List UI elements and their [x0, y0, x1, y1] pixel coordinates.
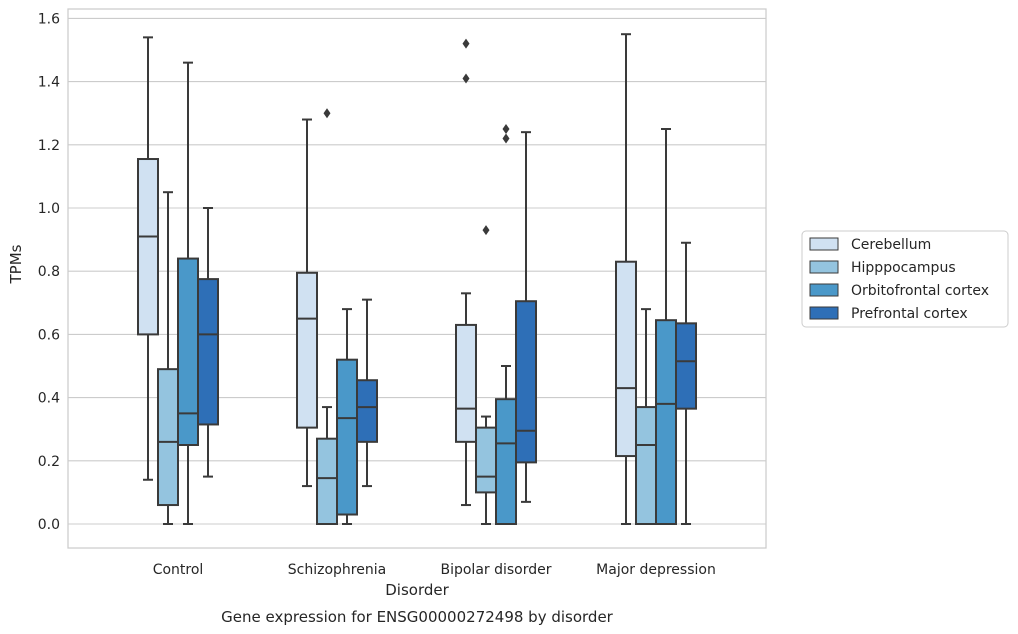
y-tick-label: 1.0 [38, 201, 60, 217]
y-tick-label: 0.6 [38, 327, 60, 343]
legend-label: Orbitofrontal cortex [851, 283, 989, 299]
box-mark [157, 191, 179, 525]
box-body [137, 158, 159, 336]
y-tick-label: 1.4 [38, 75, 60, 91]
box-body [296, 271, 318, 429]
box-mark [515, 131, 537, 503]
legend-label: Hipppocampus [851, 260, 956, 276]
legend-label: Cerebellum [851, 237, 931, 253]
box-body [515, 300, 537, 464]
y-tick-label: 0.2 [38, 454, 60, 470]
box-body [356, 379, 378, 443]
box-mark [655, 128, 677, 525]
y-tick-label: 0.4 [38, 391, 60, 407]
box-mark [455, 38, 477, 507]
series-orbitofrontal-cortex [177, 61, 677, 525]
legend-items: Cerebellum Hipppocampus Orbitofrontal cort… [809, 237, 989, 322]
box-body [316, 437, 338, 525]
outlier-point [502, 124, 510, 134]
box-mark [336, 308, 358, 525]
box-mark [137, 36, 159, 481]
box-body [475, 426, 497, 494]
box-body [455, 323, 477, 443]
x-tick-label: Major depression [596, 562, 716, 578]
box-mark [356, 298, 378, 488]
x-tick-label: Control [153, 562, 204, 578]
box-mark [296, 118, 318, 488]
box-body [157, 368, 179, 507]
y-tick-labels: 0.0 0.2 0.4 0.6 0.8 1.0 1.2 1.4 1.6 [38, 11, 60, 533]
x-axis-title: Disorder [385, 581, 449, 599]
legend: Cerebellum Hipppocampus Orbitofrontal cort… [801, 230, 1009, 328]
series-hipppocampus [157, 108, 657, 525]
y-tick-label: 1.6 [38, 11, 60, 27]
box-mark [675, 241, 697, 525]
box-body [177, 257, 199, 446]
y-tick-label: 0.0 [38, 517, 60, 533]
series-cerebellum [137, 33, 637, 525]
outlier-point [323, 108, 331, 119]
box-mark [615, 33, 637, 525]
x-tick-label: Bipolar disorder [440, 562, 551, 578]
box-body [197, 278, 219, 426]
y-axis-title: TPMs [7, 244, 25, 284]
box-series-layer [137, 33, 697, 525]
outlier-point [482, 225, 490, 236]
legend-swatch [809, 306, 839, 320]
outlier-point [462, 38, 470, 49]
box-mark [495, 124, 517, 525]
legend-swatch [809, 283, 839, 297]
box-body [495, 398, 517, 525]
y-tick-label: 1.2 [38, 138, 60, 154]
box-body [615, 260, 637, 458]
box-body [675, 322, 697, 410]
outlier-point [462, 73, 470, 84]
box-body [635, 406, 657, 525]
legend-swatch [809, 260, 839, 274]
box-body [655, 319, 677, 525]
chart-title: Gene expression for ENSG00000272498 by d… [221, 608, 614, 626]
legend-label: Prefrontal cortex [851, 306, 968, 322]
box-mark [635, 308, 657, 525]
legend-swatch [809, 237, 839, 251]
y-tick-label: 0.8 [38, 264, 60, 280]
legend-frame [801, 230, 1009, 328]
box-body [336, 358, 358, 516]
x-tick-labels: Control Schizophrenia Bipolar disorder Majo… [153, 562, 716, 578]
x-tick-label: Schizophrenia [288, 562, 386, 578]
outlier-point [502, 133, 510, 144]
series-prefrontal-cortex [197, 131, 697, 525]
plot-area-frame [67, 8, 767, 549]
box-mark [197, 207, 219, 478]
